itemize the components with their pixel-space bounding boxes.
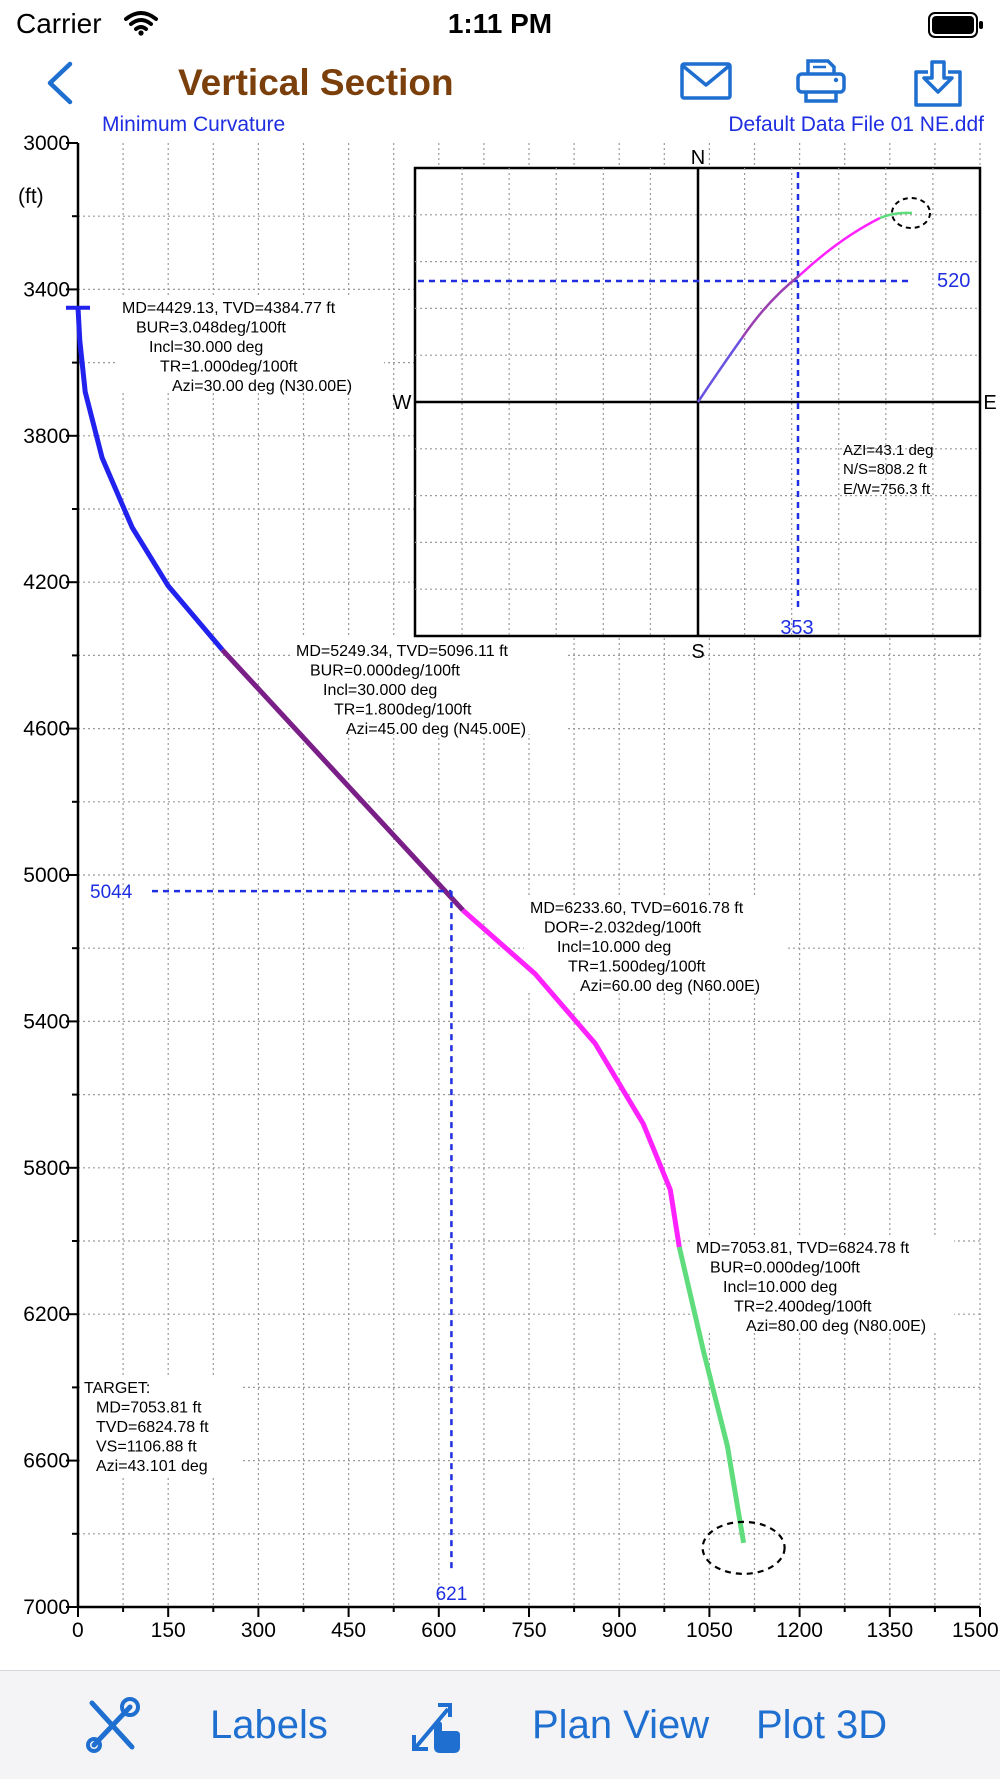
curve-label-line: Azi=30.00 deg (N30.00E) [172, 378, 352, 395]
x-tick-label: 600 [421, 1619, 456, 1642]
curve-label-line: Incl=30.000 deg [323, 682, 437, 699]
y-tick-label: 5400 [23, 1010, 70, 1033]
pointer-icon[interactable] [408, 1695, 464, 1755]
inset-ew-text: E/W=756.3 ft [843, 481, 931, 498]
y-tick-label: 5800 [23, 1157, 70, 1180]
x-tick-label: 0 [72, 1619, 84, 1642]
x-tick-label: 900 [602, 1619, 637, 1642]
curve-label-box [290, 638, 568, 734]
y-tick-label: 3800 [23, 425, 70, 448]
compass-north: N [691, 147, 705, 169]
wifi-icon [124, 11, 158, 36]
battery-icon [928, 12, 983, 38]
plan-view-button[interactable]: Plan View [532, 1703, 710, 1747]
curve-label-line: TR=1.500deg/100ft [568, 959, 706, 976]
y-tick-label: 6600 [23, 1450, 70, 1473]
inset-azi-text: AZI=43.1 deg [843, 442, 933, 459]
curve-label-line: MD=6233.60, TVD=6016.78 ft [530, 900, 744, 917]
x-tick-label: 1200 [776, 1619, 823, 1642]
x-tick-label: 1500 [952, 1619, 999, 1642]
trajectory-segment-2 [220, 648, 465, 912]
crosshair-y-value: 5044 [90, 882, 133, 903]
curve-label-box [524, 895, 786, 991]
trajectory-segment-3 [461, 908, 682, 1248]
compass-south: S [691, 641, 704, 663]
printer-icon[interactable] [796, 58, 846, 104]
target-label-line: TARGET: [84, 1380, 150, 1397]
inset-ew-value: 353 [780, 617, 813, 639]
inset-path-seg2 [740, 274, 801, 339]
inset-path-seg3 [799, 216, 881, 276]
y-tick-label: 4600 [23, 718, 70, 741]
curve-label-line: MD=7053.81, TVD=6824.78 ft [696, 1240, 910, 1257]
curve-label-line: BUR=3.048deg/100ft [136, 320, 286, 337]
x-tick-label: 750 [511, 1619, 546, 1642]
inset-path-seg4 [879, 211, 913, 220]
x-tick-label: 1050 [686, 1619, 733, 1642]
status-bar: Carrier 1:11 PM [0, 0, 1000, 50]
chevron-left-icon[interactable] [40, 58, 80, 108]
y-tick-label: 4200 [23, 571, 70, 594]
curve-label-box [116, 295, 384, 391]
bottom-toolbar: Labels Plan View Plot 3D [0, 1670, 1000, 1779]
curve-label-line: TR=1.000deg/100ft [160, 359, 298, 376]
data-file-label: Default Data File 01 NE.ddf [728, 113, 984, 136]
trajectory-segment-4 [676, 1246, 747, 1544]
plot-3d-button[interactable]: Plot 3D [756, 1703, 888, 1747]
x-tick-label: 1350 [866, 1619, 913, 1642]
export-icon[interactable] [912, 58, 964, 108]
x-tick-label: 450 [331, 1619, 366, 1642]
curve-label-line: Azi=60.00 deg (N60.00E) [580, 978, 760, 995]
curve-label-line: DOR=-2.032deg/100ft [544, 920, 702, 937]
x-tick-label: 150 [151, 1619, 186, 1642]
target-marker [701, 1520, 786, 1575]
compass-west: W [393, 392, 412, 414]
inset-path-seg1 [696, 337, 744, 403]
y-tick-label: 6200 [23, 1303, 70, 1326]
target-label-line: MD=7053.81 ft [96, 1400, 202, 1417]
y-tick-label: 5000 [23, 864, 70, 887]
target-label-line: Azi=43.101 deg [96, 1458, 208, 1475]
inset-ns-text: N/S=808.2 ft [843, 461, 928, 478]
inset-target-marker [891, 197, 931, 229]
crosshair-x-value: 621 [436, 1584, 468, 1605]
target-label-box [80, 1375, 240, 1475]
curve-label-line: TR=1.800deg/100ft [334, 702, 472, 719]
curve-label-line: TR=2.400deg/100ft [734, 1299, 872, 1316]
labels-button[interactable]: Labels [210, 1703, 328, 1747]
curve-label-line: Incl=30.000 deg [149, 339, 263, 356]
curve-label-line: MD=4429.13, TVD=4384.77 ft [122, 300, 336, 317]
y-tick-label: 3400 [23, 278, 70, 301]
curve-label-line: Azi=80.00 deg (N80.00E) [746, 1318, 926, 1335]
mail-icon[interactable] [680, 58, 732, 104]
x-tick-label: 300 [241, 1619, 276, 1642]
compass-east: E [983, 392, 996, 414]
calc-method-label: Minimum Curvature [102, 113, 286, 136]
clock: 1:11 PM [447, 8, 553, 39]
vertical-section-plot[interactable]: 3000340038004200460050005400580062006600… [0, 120, 1000, 1660]
trajectory-segment-1 [75, 307, 225, 652]
curve-label-line: MD=5249.34, TVD=5096.11 ft [296, 643, 509, 660]
curve-label-line: Azi=45.00 deg (N45.00E) [346, 721, 526, 738]
curve-label-box [690, 1235, 954, 1331]
y-tick-label: 7000 [23, 1596, 70, 1619]
curve-label-line: BUR=0.000deg/100ft [710, 1260, 860, 1277]
curve-label-line: BUR=0.000deg/100ft [310, 663, 460, 680]
page-title: Vertical Section [178, 62, 454, 103]
tools-icon[interactable] [86, 1695, 140, 1753]
curve-label-line: Incl=10.000 deg [723, 1279, 837, 1296]
plan-view-inset: N S W E 520 353 AZI=43.1 deg N/S=808.2 f… [393, 147, 997, 663]
y-tick-label: 3000 [23, 132, 70, 155]
y-unit-label: (ft) [18, 185, 44, 208]
carrier-label: Carrier [16, 8, 102, 39]
curve-label-line: Incl=10.000 deg [557, 939, 671, 956]
inset-ns-value: 520 [937, 270, 970, 292]
target-label-line: VS=1106.88 ft [96, 1439, 197, 1456]
target-label-line: TVD=6824.78 ft [96, 1419, 209, 1436]
